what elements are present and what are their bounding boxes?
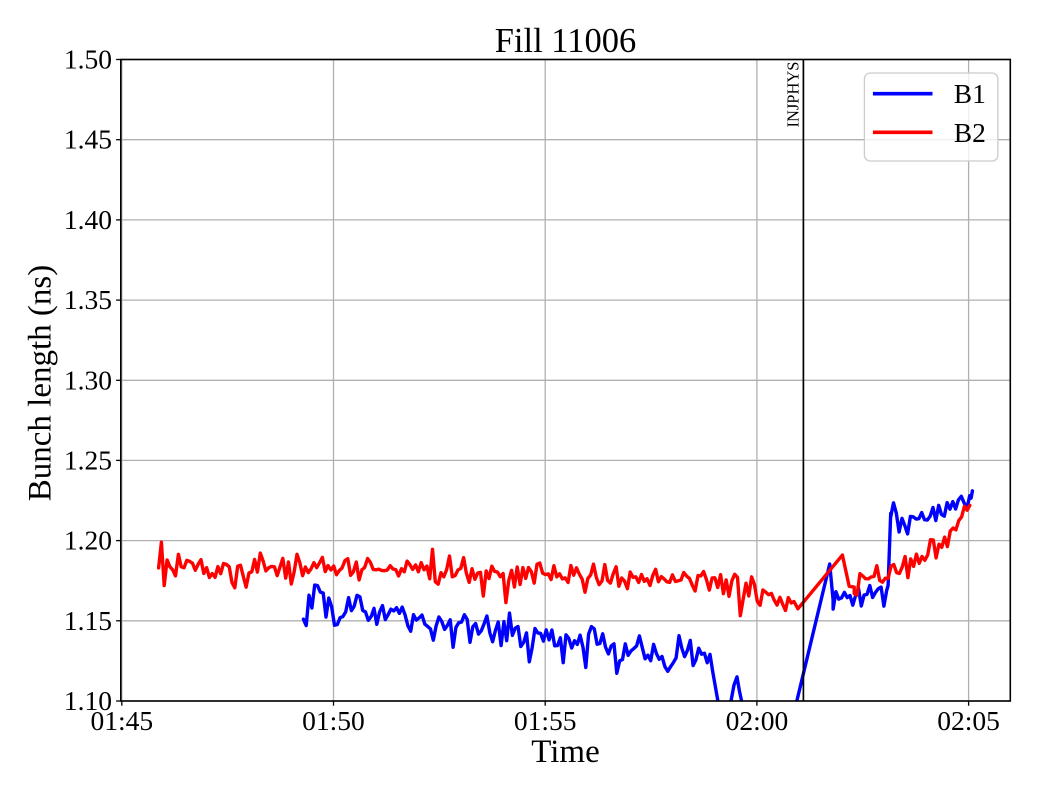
svg-text:1.20: 1.20: [64, 525, 112, 556]
svg-text:1.45: 1.45: [64, 124, 112, 155]
svg-text:01:45: 01:45: [90, 705, 153, 736]
svg-text:B2: B2: [954, 117, 986, 148]
svg-text:01:50: 01:50: [302, 705, 365, 736]
svg-text:1.35: 1.35: [64, 284, 112, 315]
svg-text:01:55: 01:55: [514, 705, 577, 736]
svg-text:Bunch length (ns): Bunch length (ns): [23, 265, 59, 501]
svg-text:1.15: 1.15: [64, 605, 112, 636]
svg-text:Fill 11006: Fill 11006: [495, 22, 637, 60]
svg-text:1.25: 1.25: [64, 444, 112, 475]
svg-text:1.10: 1.10: [64, 685, 112, 716]
svg-text:02:00: 02:00: [726, 705, 789, 736]
svg-text:Time: Time: [531, 734, 599, 770]
svg-text:1.50: 1.50: [64, 44, 112, 75]
svg-text:B1: B1: [954, 78, 986, 109]
svg-text:1.40: 1.40: [64, 204, 112, 235]
svg-text:1.30: 1.30: [64, 364, 112, 395]
svg-text:02:05: 02:05: [937, 705, 1000, 736]
svg-text:INJPHYS: INJPHYS: [784, 62, 803, 128]
